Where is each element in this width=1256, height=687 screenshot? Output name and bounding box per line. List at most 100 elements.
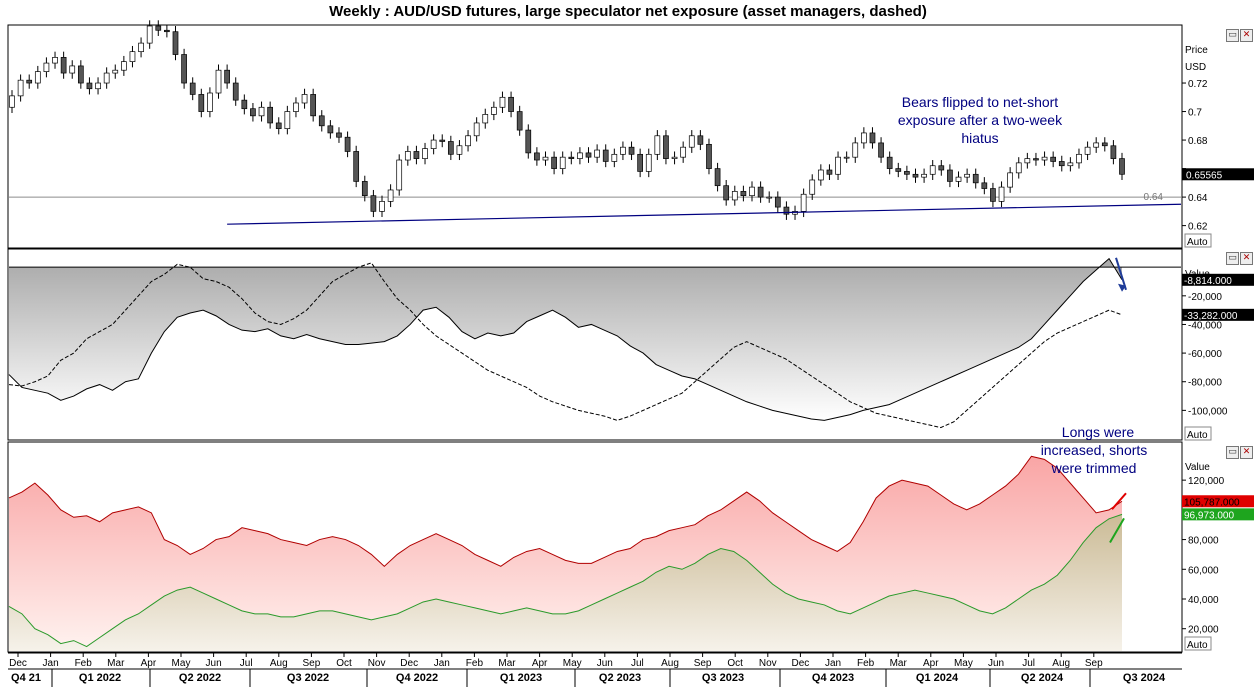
x-month-label: Dec <box>792 658 810 669</box>
candle <box>835 156 841 175</box>
candle <box>86 82 93 90</box>
candle <box>387 189 394 202</box>
close-icon[interactable]: ✕ <box>1240 29 1253 42</box>
candle <box>1076 153 1082 164</box>
candle <box>232 82 239 101</box>
candle <box>146 25 153 44</box>
candle <box>766 196 773 199</box>
net-area <box>9 258 1122 421</box>
candle <box>9 95 15 108</box>
candle <box>826 169 833 175</box>
candle <box>671 156 678 159</box>
last-value-flag <box>1182 273 1254 286</box>
net-exposure-pane: -20,000 -40,000 -60,000 -80,000 -100,000 -8,8… <box>8 257 1254 429</box>
last-price-flag <box>1182 168 1254 181</box>
candle <box>1067 162 1074 167</box>
y-tick-label: -80,000 <box>1188 378 1222 389</box>
restore-icon[interactable]: ▭ <box>1226 446 1239 459</box>
candle <box>654 135 661 155</box>
candle <box>955 176 962 182</box>
x-month-label: Jun <box>597 658 613 669</box>
candle <box>422 148 428 159</box>
x-month-label: Apr <box>532 658 548 669</box>
arrow-annotation <box>1115 257 1127 291</box>
x-month-label: Oct <box>336 658 352 669</box>
y-tick-label: -20,000 <box>1188 292 1222 303</box>
x-month-label: Feb <box>857 658 875 669</box>
y-tick-label: 0.68 <box>1188 136 1208 147</box>
candle <box>1101 142 1108 147</box>
reference-line-label: 0.64 <box>1144 192 1164 203</box>
price-annotation-line2: exposure after a two-week <box>898 112 1063 128</box>
candle <box>534 152 540 161</box>
price-axis-title: Price <box>1185 45 1208 56</box>
last-value-label: -8,814.000 <box>1184 276 1232 287</box>
candle <box>809 179 816 195</box>
candle <box>52 57 58 64</box>
shorts-arrow <box>1111 492 1127 510</box>
candle <box>688 135 695 148</box>
candle <box>611 153 618 162</box>
auto-button-price[interactable]: Auto <box>1184 233 1212 248</box>
svg-text:Auto: Auto <box>1187 237 1208 248</box>
candle <box>34 71 41 84</box>
candle <box>964 173 970 178</box>
x-quarter-label: Q2 2024 <box>1021 672 1064 684</box>
candle <box>1024 158 1031 164</box>
restore-icon[interactable]: ▭ <box>1226 252 1239 265</box>
y-tick-label: 20,000 <box>1188 625 1219 636</box>
candle <box>774 196 781 208</box>
candle <box>947 169 953 182</box>
price-axis-unit: USD <box>1185 62 1206 73</box>
x-month-label: Jan <box>434 658 450 669</box>
candle <box>843 156 850 159</box>
candle <box>138 42 144 53</box>
candle <box>1110 145 1117 159</box>
y-tick-label: -100,000 <box>1188 406 1228 417</box>
candle <box>215 69 222 94</box>
candle <box>60 57 67 74</box>
candle <box>310 94 317 117</box>
close-icon[interactable]: ✕ <box>1240 252 1253 265</box>
auto-button-net[interactable]: Auto <box>1184 426 1212 441</box>
x-month-label: Nov <box>759 658 777 669</box>
y-tick-label: 60,000 <box>1188 565 1219 576</box>
candle <box>577 152 583 159</box>
candle <box>181 54 187 84</box>
price-pane-frame <box>7 24 1183 249</box>
svg-text:Auto: Auto <box>1187 640 1208 651</box>
x-month-label: Mar <box>107 658 125 669</box>
close-icon[interactable]: ✕ <box>1240 446 1253 459</box>
candle <box>568 156 575 159</box>
candle <box>714 168 721 187</box>
price-annotation-line3: hiatus <box>961 130 998 146</box>
longs-arrow <box>1109 517 1125 544</box>
last-value-label: -33,282.000 <box>1184 311 1238 322</box>
candle <box>456 145 463 155</box>
candle <box>516 111 523 131</box>
x-month-label: Jan <box>43 658 59 669</box>
candle <box>921 173 927 178</box>
candle <box>447 141 454 155</box>
candle <box>413 151 420 159</box>
x-month-label: Sep <box>694 658 712 669</box>
candle <box>895 168 902 172</box>
x-month-label: Jul <box>631 658 644 669</box>
auto-button-ls[interactable]: Auto <box>1184 636 1212 651</box>
candle <box>275 122 282 130</box>
x-month-label: Dec <box>400 658 418 669</box>
candle <box>327 125 334 134</box>
arrow-head-icon <box>1118 283 1126 292</box>
candle <box>198 94 205 112</box>
restore-icon[interactable]: ▭ <box>1226 29 1239 42</box>
candle <box>869 132 876 144</box>
x-month-label: Sep <box>303 658 321 669</box>
candle <box>1093 142 1100 148</box>
candle <box>112 69 119 74</box>
candle <box>525 129 532 154</box>
candle <box>645 153 652 172</box>
x-month-label: Feb <box>466 658 484 669</box>
candle <box>95 82 101 90</box>
candle <box>886 156 893 169</box>
